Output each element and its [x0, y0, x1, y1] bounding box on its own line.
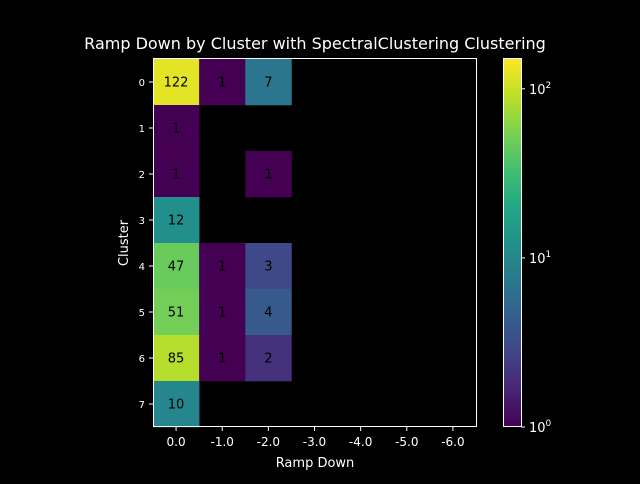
y-tick-label: 3: [139, 216, 145, 227]
cell-value-label: 51: [168, 306, 185, 321]
cell-value-label: 10: [168, 398, 185, 413]
colorbar-tick-label: 102: [529, 81, 551, 98]
cell-value-label: 12: [168, 214, 185, 229]
heatmap-cell: [245, 289, 292, 336]
x-tick-label: -5.0: [395, 435, 418, 449]
heatmap-cell: [153, 335, 200, 382]
cell-value-label: 1: [172, 168, 180, 183]
cell-value-label: 1: [218, 352, 226, 367]
plot-frame: [153, 58, 477, 427]
chart-title: Ramp Down by Cluster with SpectralCluste…: [84, 34, 546, 53]
heatmap-cell: [199, 59, 246, 106]
cell-value-label: 7: [264, 76, 272, 91]
heatmap-cell: [245, 243, 292, 290]
y-axis-ticks: 0 1 2 3 4 5 6 7: [139, 78, 153, 411]
heatmap-cell: [199, 289, 246, 336]
y-tick-label: 0: [139, 78, 145, 89]
x-tick-label: -3.0: [303, 435, 326, 449]
heatmap-cell: [153, 105, 200, 152]
x-axis-ticks: 0.0 -1.0 -2.0 -3.0 -4.0 -5.0 -6.0: [167, 427, 465, 449]
heatmap-cell: [199, 243, 246, 290]
heatmap-cell: [153, 197, 200, 244]
x-tick-label: -6.0: [441, 435, 464, 449]
colorbar-ticks: 100 101 102: [521, 81, 552, 436]
y-axis-label: Cluster: [117, 219, 132, 266]
heatmap-cell: [153, 151, 200, 198]
colorbar-frame: [503, 58, 522, 427]
heatmap-cell: [153, 59, 200, 106]
y-tick-label: 4: [139, 262, 145, 273]
cell-value-label: 4: [264, 306, 272, 321]
cell-value-label: 122: [164, 76, 189, 91]
heatmap-cell: [153, 381, 200, 428]
cell-value-label: 1: [218, 306, 226, 321]
heatmap-cell: [199, 335, 246, 382]
x-tick-label: -2.0: [257, 435, 280, 449]
y-tick-label: 6: [139, 354, 145, 365]
heatmap-cells: [153, 59, 292, 428]
cell-value-label: 3: [264, 260, 272, 275]
x-axis-label: Ramp Down: [276, 456, 355, 471]
cell-value-label: 2: [264, 352, 272, 367]
y-tick-label: 1: [139, 124, 145, 135]
heatmap-cell: [245, 59, 292, 106]
cell-value-label: 1: [172, 122, 180, 137]
y-tick-label: 7: [139, 400, 145, 411]
cell-value-label: 1: [218, 76, 226, 91]
cell-value-label: 47: [168, 260, 185, 275]
y-tick-label: 2: [139, 170, 145, 181]
heatmap-cell: [245, 151, 292, 198]
cell-value-label: 1: [218, 260, 226, 275]
heatmap-cell: [245, 335, 292, 382]
colorbar-tick-label: 100: [529, 419, 552, 436]
colorbar-tick-label: 101: [529, 250, 551, 267]
x-tick-label: -1.0: [211, 435, 234, 449]
cell-value-label: 85: [168, 352, 185, 367]
cell-value-label: 1: [264, 168, 272, 183]
x-tick-label: 0.0: [167, 435, 186, 449]
heatmap-cell: [153, 243, 200, 290]
x-tick-label: -4.0: [349, 435, 372, 449]
y-tick-label: 5: [139, 308, 145, 319]
heatmap-cell: [153, 289, 200, 336]
colorbar: [503, 59, 521, 427]
